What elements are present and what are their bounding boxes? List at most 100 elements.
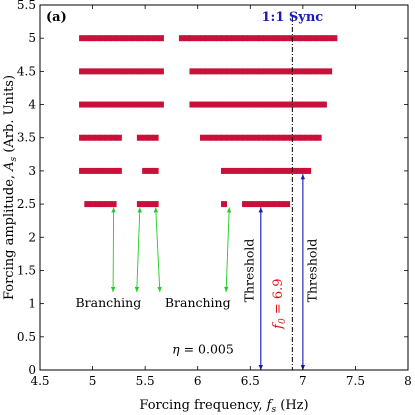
data-point	[299, 134, 306, 141]
data-point	[205, 68, 212, 75]
data-point	[184, 35, 191, 42]
data-point	[215, 35, 222, 42]
y-tick-label: 5	[28, 31, 36, 45]
branching-arrow-head	[153, 207, 159, 213]
data-point	[84, 167, 91, 174]
data-point	[89, 201, 96, 208]
threshold-label: Threshold	[305, 239, 320, 303]
data-point	[84, 134, 91, 141]
x-tick-label: 8	[404, 374, 412, 388]
data-point	[194, 101, 201, 108]
branching-arrow-head	[134, 286, 140, 292]
data-point	[205, 101, 212, 108]
data-point	[110, 201, 117, 208]
data-point	[110, 35, 117, 42]
data-point	[215, 134, 222, 141]
data-point	[105, 101, 112, 108]
data-point	[142, 134, 149, 141]
data-point	[242, 35, 249, 42]
data-point	[94, 35, 101, 42]
data-point	[278, 167, 285, 174]
data-point	[110, 101, 117, 108]
data-point	[79, 68, 86, 75]
data-point	[105, 134, 112, 141]
data-point	[278, 68, 285, 75]
data-point	[100, 134, 107, 141]
branching-arrow-head	[111, 207, 116, 213]
data-point	[189, 68, 196, 75]
data-point	[320, 101, 327, 108]
y-tick-label: 4	[28, 98, 36, 112]
overlay-layer: Branching Branching Threshold Threshold	[75, 17, 320, 370]
data-point	[89, 134, 96, 141]
data-point	[257, 35, 264, 42]
data-point	[136, 201, 143, 208]
data-point	[236, 68, 243, 75]
data-point	[210, 101, 217, 108]
y-tick-label: 1.5	[17, 263, 36, 277]
data-point	[199, 35, 206, 42]
data-point	[147, 68, 154, 75]
data-point	[157, 68, 164, 75]
data-point	[278, 201, 285, 208]
y-tick-label: 3	[28, 164, 36, 178]
data-point	[305, 101, 312, 108]
damping-label: η = 0.005	[172, 341, 234, 356]
data-point	[121, 101, 128, 108]
data-point	[242, 101, 249, 108]
data-point	[268, 134, 275, 141]
data-point	[110, 68, 117, 75]
data-point	[221, 101, 227, 108]
data-point	[252, 68, 259, 75]
data-point	[252, 101, 259, 108]
data-point	[226, 68, 233, 75]
data-point	[294, 101, 301, 108]
data-point	[199, 101, 206, 108]
data-point	[294, 167, 301, 174]
data-point	[110, 134, 117, 141]
branching-arrow	[227, 207, 230, 250]
x-axis: 4.5 5 5.5 6 6.5 7 7.5 8	[30, 5, 412, 388]
data-point	[105, 167, 112, 174]
data-point	[284, 201, 291, 208]
branching-arrow	[136, 249, 139, 292]
data-point	[105, 201, 112, 208]
data-point	[189, 101, 196, 108]
data-point	[226, 35, 233, 42]
data-point	[194, 35, 201, 42]
data-point	[152, 201, 159, 208]
data-point	[221, 167, 227, 174]
data-point	[247, 101, 254, 108]
data-point	[242, 134, 249, 141]
data-point	[136, 134, 143, 141]
y-tick-label: 5.5	[17, 0, 36, 12]
branching-arrow-head	[157, 286, 162, 292]
data-point	[331, 35, 338, 42]
branching-arrow-head	[224, 286, 229, 292]
data-point	[263, 68, 270, 75]
data-point	[273, 134, 280, 141]
data-point	[147, 101, 154, 108]
y-tick-label: 2.5	[17, 197, 36, 211]
x-tick-label: 6.5	[241, 374, 260, 388]
data-point	[131, 101, 138, 108]
data-point	[263, 101, 270, 108]
data-point	[257, 68, 264, 75]
data-point	[189, 35, 196, 42]
data-point	[268, 101, 275, 108]
data-point	[84, 35, 91, 42]
branching-arrow	[137, 207, 141, 250]
data-point	[79, 134, 86, 141]
x-tick-label: 4.5	[30, 374, 49, 388]
data-point	[273, 101, 280, 108]
data-point	[115, 134, 122, 141]
data-point	[115, 101, 122, 108]
data-point	[110, 167, 117, 174]
data-point	[210, 35, 217, 42]
data-point	[242, 167, 249, 174]
data-point	[199, 68, 206, 75]
data-point	[79, 35, 86, 42]
data-point	[142, 201, 149, 208]
data-point	[278, 35, 285, 42]
data-point	[100, 68, 107, 75]
